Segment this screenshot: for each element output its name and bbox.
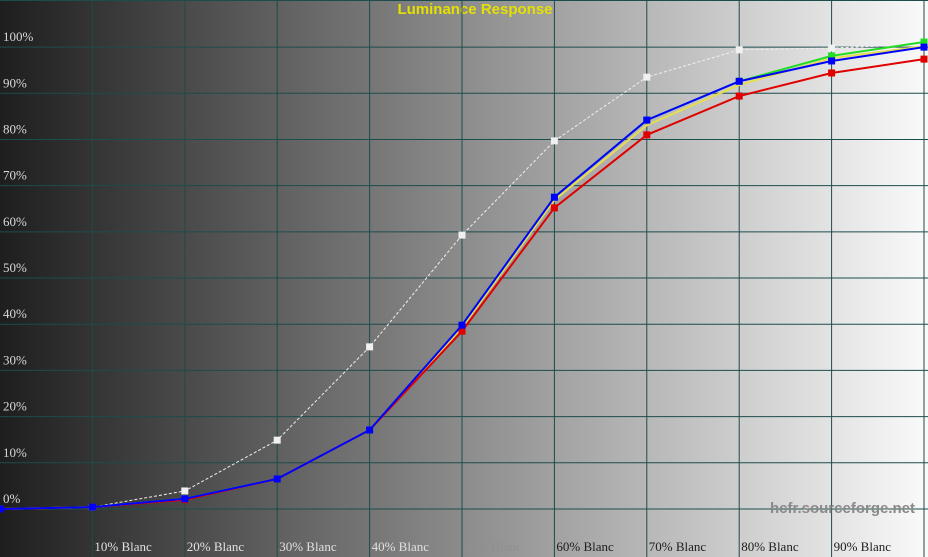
data-point: [0, 505, 4, 513]
data-point: [458, 321, 466, 329]
x-tick-label: 30% Blanc: [279, 539, 337, 554]
x-tick-label: 50% Blanc: [464, 539, 522, 554]
x-tick-label: 80% Blanc: [741, 539, 799, 554]
y-tick-label: 40%: [3, 306, 27, 321]
data-point: [458, 327, 466, 335]
y-tick-label: 10%: [3, 445, 27, 460]
data-point: [550, 137, 558, 145]
y-tick-label: 50%: [3, 260, 27, 275]
x-tick-label: 90% Blanc: [834, 539, 892, 554]
y-tick-label: 20%: [3, 399, 27, 414]
data-point: [828, 52, 836, 60]
data-point: [181, 487, 189, 495]
y-tick-label: 0%: [3, 491, 21, 506]
watermark: hcfr.sourceforge.net: [770, 500, 915, 517]
chart-title: Luminance Response: [397, 1, 552, 18]
data-point: [643, 116, 651, 124]
x-tick-label: 10% Blanc: [94, 539, 152, 554]
x-tick-label: 70% Blanc: [649, 539, 707, 554]
data-point: [828, 44, 836, 52]
data-point: [828, 57, 836, 65]
data-point: [273, 475, 281, 483]
y-tick-label: 80%: [3, 121, 27, 136]
data-point: [366, 426, 374, 434]
data-point: [550, 204, 558, 212]
data-point: [735, 77, 743, 85]
x-tick-label: 60% Blanc: [556, 539, 614, 554]
data-point: [181, 495, 189, 503]
data-point: [920, 38, 928, 46]
data-point: [88, 503, 96, 511]
data-point: [735, 46, 743, 54]
y-tick-label: 70%: [3, 168, 27, 183]
y-tick-label: 60%: [3, 214, 27, 229]
data-point: [550, 193, 558, 201]
data-point: [920, 55, 928, 63]
y-tick-label: 30%: [3, 352, 27, 367]
data-point: [920, 43, 928, 51]
y-tick-label: 100%: [3, 29, 34, 44]
y-tick-label: 90%: [3, 75, 27, 90]
data-point: [828, 69, 836, 77]
data-point: [735, 92, 743, 100]
data-point: [643, 73, 651, 81]
data-point: [643, 131, 651, 139]
x-tick-label: 40% Blanc: [372, 539, 430, 554]
data-point: [273, 436, 281, 444]
data-point: [458, 231, 466, 239]
x-tick-label: 20% Blanc: [187, 539, 245, 554]
data-point: [366, 343, 374, 351]
